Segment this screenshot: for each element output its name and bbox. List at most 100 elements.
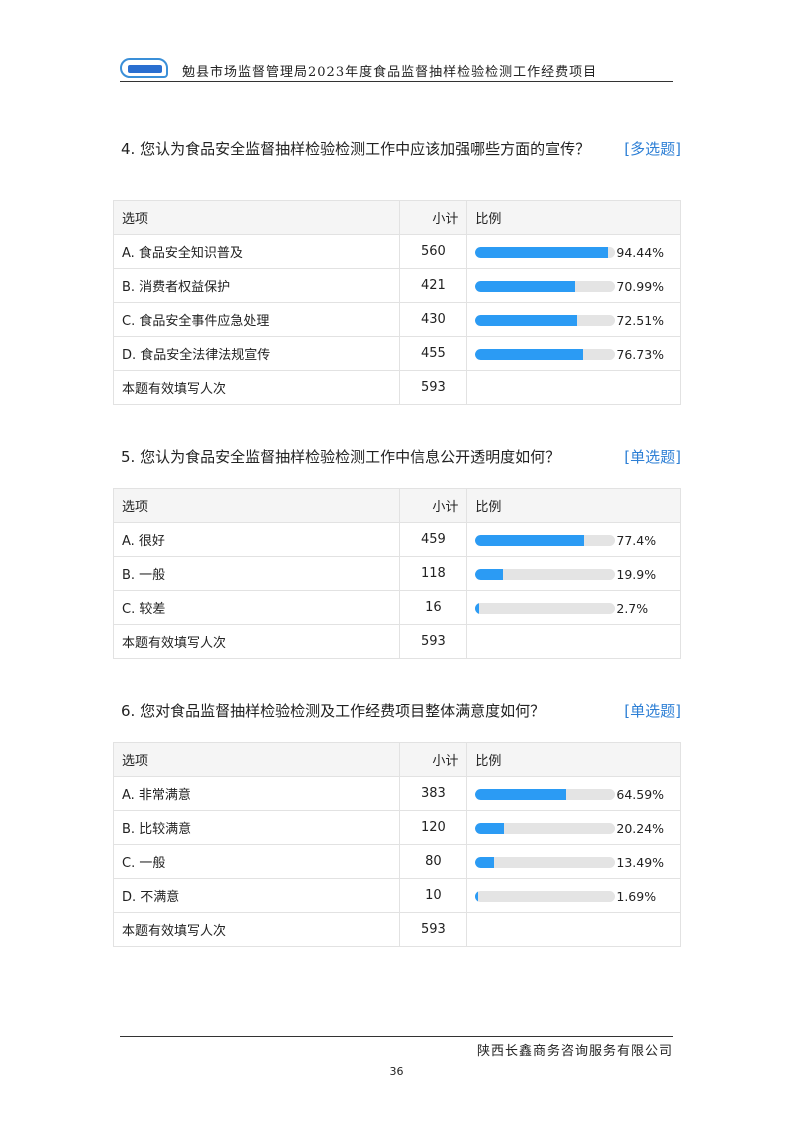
question-type-tag: [单选题] xyxy=(624,448,681,466)
question-title: [单选题] 6. 您对食品监督抽样检验检测及工作经费项目整体满意度如何？ xyxy=(121,701,681,722)
header-ratio: 比例 xyxy=(466,488,681,523)
progress-fill xyxy=(475,315,577,326)
progress-bar xyxy=(475,315,616,326)
progress-bar xyxy=(475,535,616,546)
table-row: B. 比较满意 120 20.24% xyxy=(112,810,681,845)
header-count: 小计 xyxy=(399,742,468,777)
question-text: 6. 您对食品监督抽样检验检测及工作经费项目整体满意度如何？ xyxy=(121,702,546,720)
progress-bar xyxy=(475,247,616,258)
option-percent: 2.7% xyxy=(616,601,649,616)
option-count: 80 xyxy=(399,844,468,879)
header-count: 小计 xyxy=(399,488,468,523)
option-percent: 77.4% xyxy=(616,533,657,548)
option-percent: 19.9% xyxy=(616,567,657,582)
option-percent: 13.49% xyxy=(616,855,665,870)
total-row: 本题有效填写人次 593 xyxy=(112,370,681,405)
option-count: 459 xyxy=(399,522,468,557)
option-count: 430 xyxy=(399,302,468,337)
table-row: C. 食品安全事件应急处理 430 72.51% xyxy=(112,302,681,337)
option-label: D. 食品安全法律法规宣传 xyxy=(112,336,401,371)
question-title: [多选题] 4. 您认为食品安全监督抽样检验检测工作中应该加强哪些方面的宣传？ xyxy=(121,139,681,160)
result-table: 选项 小计 比例 A. 食品安全知识普及 560 94.44% B. 消费者权益保护 421 7… xyxy=(112,200,681,405)
progress-bar xyxy=(475,603,616,614)
progress-fill xyxy=(475,349,583,360)
page-number: 36 xyxy=(389,1065,404,1078)
option-label: C. 较差 xyxy=(112,590,401,625)
header-ratio: 比例 xyxy=(466,742,681,777)
header-option: 选项 xyxy=(112,742,401,777)
option-count: 16 xyxy=(399,590,468,625)
result-table: 选项 小计 比例 A. 很好 459 77.4% B. 一般 118 19.9% C. 较差 16 2… xyxy=(112,488,681,659)
progress-fill xyxy=(475,281,575,292)
header-ratio: 比例 xyxy=(466,200,681,235)
progress-fill xyxy=(475,535,584,546)
question-type-tag: [多选题] xyxy=(624,140,681,158)
question-type-tag: [单选题] xyxy=(624,702,681,720)
option-label: B. 消费者权益保护 xyxy=(112,268,401,303)
total-label: 本题有效填写人次 xyxy=(112,370,401,405)
result-table: 选项 小计 比例 A. 非常满意 383 64.59% B. 比较满意 120 20.24% C.… xyxy=(112,742,681,947)
option-count: 383 xyxy=(399,776,468,811)
option-percent: 70.99% xyxy=(616,279,665,294)
table-row: A. 食品安全知识普及 560 94.44% xyxy=(112,234,681,269)
total-row: 本题有效填写人次 593 xyxy=(112,624,681,659)
option-count: 560 xyxy=(399,234,468,269)
option-percent: 94.44% xyxy=(616,245,665,260)
company-logo xyxy=(120,58,168,78)
header-option: 选项 xyxy=(112,200,401,235)
progress-bar xyxy=(475,281,616,292)
footer-company: 陕西长鑫商务咨询服务有限公司 xyxy=(476,1044,673,1059)
table-row: B. 消费者权益保护 421 70.99% xyxy=(112,268,681,303)
question-text: 5. 您认为食品安全监督抽样检验检测工作中信息公开透明度如何？ xyxy=(121,448,561,466)
total-row: 本题有效填写人次 593 xyxy=(112,912,681,947)
option-label: B. 一般 xyxy=(112,556,401,591)
option-label: C. 一般 xyxy=(112,844,401,879)
option-count: 421 xyxy=(399,268,468,303)
option-percent: 64.59% xyxy=(616,787,665,802)
progress-fill xyxy=(475,603,480,614)
progress-bar xyxy=(475,823,616,834)
table-row: C. 较差 16 2.7% xyxy=(112,590,681,625)
table-row: A. 非常满意 383 64.59% xyxy=(112,776,681,811)
table-row: C. 一般 80 13.49% xyxy=(112,844,681,879)
header-title: 勉县市场监督管理局2023年度食品监督抽样检验检测工作经费项目 xyxy=(182,65,598,80)
option-label: C. 食品安全事件应急处理 xyxy=(112,302,401,337)
progress-fill xyxy=(475,857,495,868)
option-label: A. 很好 xyxy=(112,522,401,557)
total-count: 593 xyxy=(399,370,468,405)
option-percent: 1.69% xyxy=(616,889,657,904)
question-title: [单选题] 5. 您认为食品安全监督抽样检验检测工作中信息公开透明度如何？ xyxy=(121,447,681,468)
progress-bar xyxy=(475,569,616,580)
table-header: 选项 小计 比例 xyxy=(112,200,681,235)
table-header: 选项 小计 比例 xyxy=(112,488,681,523)
progress-fill xyxy=(475,891,478,902)
total-label: 本题有效填写人次 xyxy=(112,624,401,659)
progress-bar xyxy=(475,891,616,902)
option-label: B. 比较满意 xyxy=(112,810,401,845)
progress-fill xyxy=(475,789,566,800)
progress-bar xyxy=(475,789,616,800)
table-row: D. 食品安全法律法规宣传 455 76.73% xyxy=(112,336,681,371)
progress-bar xyxy=(475,349,616,360)
table-row: B. 一般 118 19.9% xyxy=(112,556,681,591)
option-label: D. 不满意 xyxy=(112,878,401,913)
total-count: 593 xyxy=(399,912,468,947)
option-percent: 72.51% xyxy=(616,313,665,328)
option-percent: 20.24% xyxy=(616,821,665,836)
progress-bar xyxy=(475,857,616,868)
option-count: 120 xyxy=(399,810,468,845)
option-label: A. 非常满意 xyxy=(112,776,401,811)
option-percent: 76.73% xyxy=(616,347,665,362)
total-count: 593 xyxy=(399,624,468,659)
page-header: 勉县市场监督管理局2023年度食品监督抽样检验检测工作经费项目 xyxy=(120,58,673,82)
option-count: 10 xyxy=(399,878,468,913)
progress-fill xyxy=(475,569,504,580)
question-text: 4. 您认为食品安全监督抽样检验检测工作中应该加强哪些方面的宣传？ xyxy=(121,140,591,158)
option-count: 455 xyxy=(399,336,468,371)
table-row: A. 很好 459 77.4% xyxy=(112,522,681,557)
progress-fill xyxy=(475,823,504,834)
footer-divider xyxy=(120,1036,673,1037)
total-label: 本题有效填写人次 xyxy=(112,912,401,947)
option-count: 118 xyxy=(399,556,468,591)
progress-fill xyxy=(475,247,608,258)
